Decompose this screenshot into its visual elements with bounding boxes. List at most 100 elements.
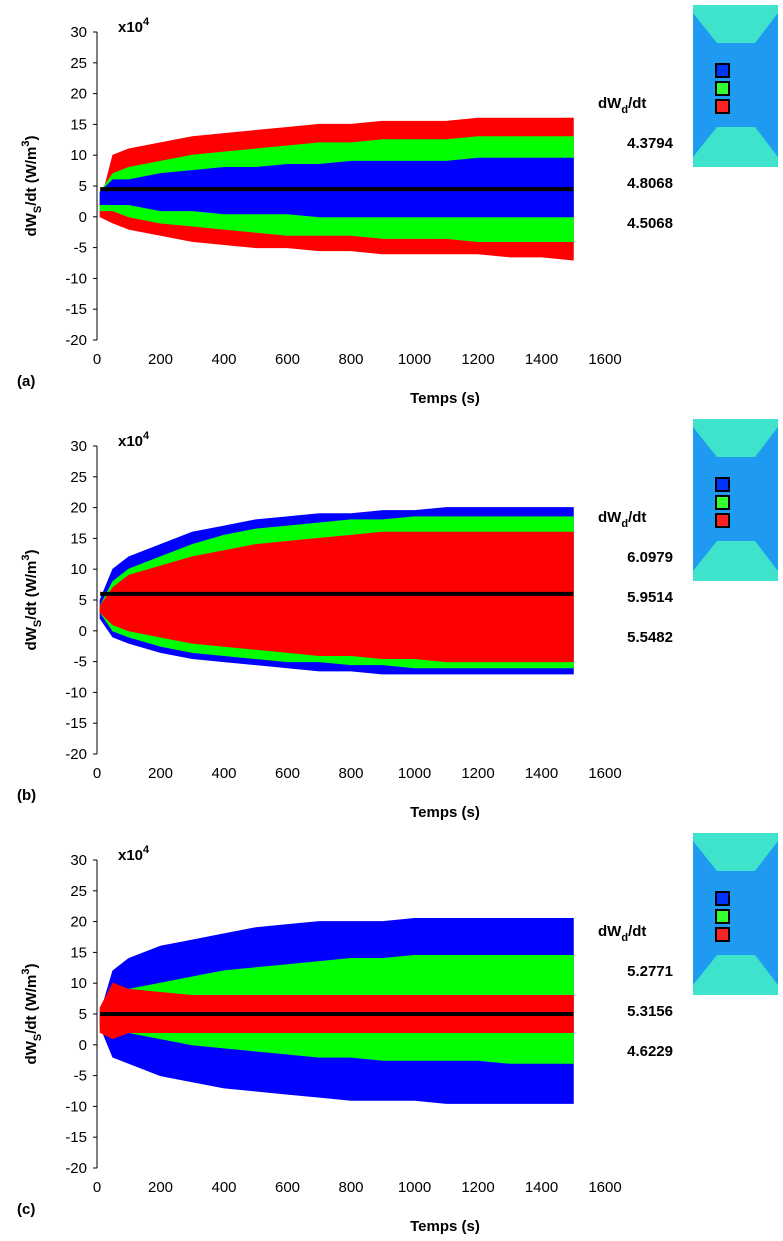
thumbnail-shape (693, 833, 778, 871)
x-tick-label: 1600 (588, 765, 621, 782)
panel-label: (a) (17, 373, 35, 390)
x-tick-label: 200 (148, 765, 173, 782)
multiplier: x104 (118, 844, 150, 864)
x-tick-label: 1600 (588, 351, 621, 368)
thumbnail-marker (715, 495, 730, 510)
x-tick-label: 1400 (525, 351, 558, 368)
x-tick-label: 800 (338, 351, 363, 368)
rate-label: 5.2771 (627, 963, 673, 980)
text-part: dW (598, 509, 622, 526)
text-part: /dt (W/m (23, 975, 40, 1034)
chart-panel: -20 -15 -10 -5 0 5 10 15 20 25 30 0 200 400 600 800 1000… (17, 419, 778, 821)
thumbnail-marker (715, 927, 730, 942)
text-part: x10 (118, 433, 143, 450)
thumbnail-marker (715, 513, 730, 528)
subscript: S (32, 1034, 44, 1041)
text-part: x10 (118, 19, 143, 36)
y-tick-label: 15 (70, 530, 87, 547)
x-axis-label: Temps (s) (410, 390, 480, 407)
supscript: 3 (20, 969, 32, 975)
text-part: dW (23, 626, 40, 650)
y-tick-label: 30 (70, 438, 87, 455)
thumbnail-shape (693, 541, 778, 581)
subscript: S (32, 206, 44, 213)
text-part: /dt (628, 509, 646, 526)
rate-label: 4.6229 (627, 1043, 673, 1060)
x-axis-label: Temps (s) (410, 1218, 480, 1235)
x-tick-label: 600 (275, 351, 300, 368)
x-tick-label: 400 (211, 351, 236, 368)
thumbnail-marker (715, 81, 730, 96)
thumbnail-marker (715, 891, 730, 906)
x-tick-label: 800 (338, 1179, 363, 1196)
text-part: dW (23, 1040, 40, 1064)
y-tick-label: 20 (70, 500, 87, 517)
text-part: ) (23, 964, 40, 969)
rate-label: 6.0979 (627, 549, 673, 566)
text-part: x10 (118, 847, 143, 864)
x-tick-label: 0 (93, 765, 101, 782)
y-tick-label: 5 (79, 592, 87, 609)
y-tick-label: -10 (65, 270, 87, 287)
y-axis-label: dWS/dt (W/m3) (20, 964, 44, 1065)
text-part: dW (598, 923, 622, 940)
x-tick-label: 200 (148, 351, 173, 368)
multiplier: x104 (118, 430, 150, 450)
y-tick-label: 30 (70, 852, 87, 869)
legend-title: dWd/dt (598, 509, 646, 530)
x-tick-label: 0 (93, 1179, 101, 1196)
thumbnail-marker (715, 63, 730, 78)
supscript: 3 (20, 141, 32, 147)
y-tick-label: 10 (70, 975, 87, 992)
subscript: d (621, 932, 628, 944)
thumbnail-shape (693, 419, 778, 457)
text-part: ) (23, 550, 40, 555)
subscript: d (621, 518, 628, 530)
y-tick-label: -15 (65, 1129, 87, 1146)
x-tick-label: 1600 (588, 1179, 621, 1196)
x-tick-label: 400 (211, 1179, 236, 1196)
thumbnail-shape (693, 5, 778, 43)
y-tick-label: -20 (65, 746, 87, 763)
rate-label: 5.3156 (627, 1003, 673, 1020)
subscript: S (32, 620, 44, 627)
x-tick-label: 1200 (461, 1179, 494, 1196)
supscript: 4 (143, 844, 150, 856)
y-tick-label: 25 (70, 469, 87, 486)
chart-panel: -20 -15 -10 -5 0 5 10 15 20 25 30 0 200 400 600 800 1000… (17, 833, 778, 1235)
y-tick-label: 20 (70, 914, 87, 931)
y-tick-label: -15 (65, 301, 87, 318)
y-tick-label: -10 (65, 684, 87, 701)
y-axis-label: dWS/dt (W/m3) (20, 136, 44, 237)
panel-label: (b) (17, 787, 36, 804)
text-part: /dt (W/m (23, 561, 40, 620)
x-tick-label: 1200 (461, 351, 494, 368)
chart-panel: -20 -15 -10 -5 0 5 10 15 20 25 30 0 200 400 600 800 1000… (17, 5, 778, 407)
y-tick-label: -20 (65, 332, 87, 349)
y-tick-label: 0 (79, 623, 87, 640)
y-tick-label: -15 (65, 715, 87, 732)
y-tick-label: -10 (65, 1098, 87, 1115)
text-part: /dt (628, 923, 646, 940)
x-tick-label: 1400 (525, 765, 558, 782)
text-part: /dt (628, 95, 646, 112)
thumbnail-shape (693, 955, 778, 995)
y-tick-label: 20 (70, 86, 87, 103)
y-tick-label: 30 (70, 24, 87, 41)
text-part: /dt (W/m (23, 147, 40, 206)
y-tick-label: 10 (70, 561, 87, 578)
y-tick-label: -5 (74, 654, 87, 671)
supscript: 4 (143, 430, 150, 442)
x-tick-label: 200 (148, 1179, 173, 1196)
x-tick-label: 800 (338, 765, 363, 782)
x-tick-label: 1000 (398, 351, 431, 368)
text-part: dW (598, 95, 622, 112)
y-tick-label: 10 (70, 147, 87, 164)
supscript: 4 (143, 16, 150, 28)
legend-title: dWd/dt (598, 95, 646, 116)
y-tick-label: 25 (70, 883, 87, 900)
supscript: 3 (20, 555, 32, 561)
y-tick-label: 25 (70, 55, 87, 72)
text-part: ) (23, 136, 40, 141)
